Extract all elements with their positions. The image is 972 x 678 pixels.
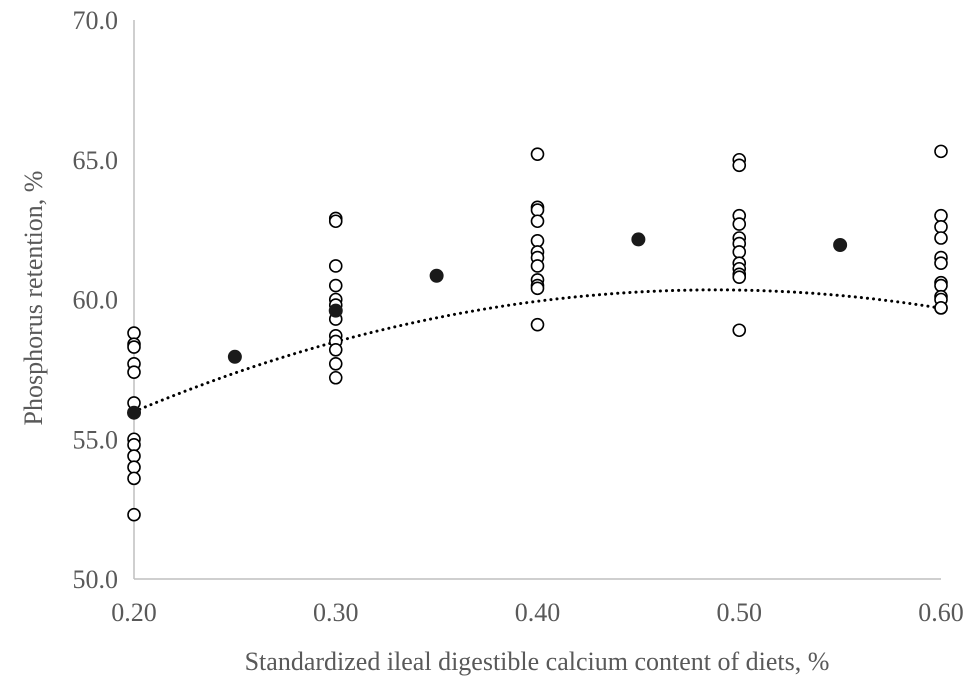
- observed-point: [530, 234, 545, 248]
- x-tick-label: 0.20: [111, 598, 157, 627]
- data-points-layer: [127, 144, 948, 522]
- predicted-point: [429, 268, 444, 283]
- y-tick-label: 65.0: [73, 146, 119, 175]
- observed-point: [127, 507, 141, 522]
- observed-point: [328, 343, 343, 357]
- y-tick-label: 50.0: [73, 565, 119, 594]
- x-axis-title: Standardized ileal digestible calcium co…: [245, 647, 830, 676]
- x-tick-label: 0.50: [717, 598, 763, 627]
- y-axis-title: Phosphorus retention, %: [19, 171, 48, 426]
- observed-point: [127, 340, 141, 354]
- observed-point: [732, 323, 747, 338]
- observed-point: [328, 214, 343, 229]
- observed-point: [127, 326, 141, 340]
- x-tick-label: 0.40: [515, 598, 561, 627]
- y-tick-label: 70.0: [73, 6, 119, 35]
- observed-point: [530, 203, 545, 217]
- observed-point: [530, 281, 545, 296]
- predicted-point: [127, 405, 141, 420]
- tick-labels: 0.20 0.30 0.40 0.50 0.60 50.0 55.0 60.0 65.0 70.0: [73, 6, 964, 627]
- observed-point: [934, 231, 948, 245]
- predicted-point: [227, 349, 242, 364]
- predicted-point: [833, 237, 848, 252]
- observed-point: [127, 438, 141, 452]
- observed-point: [328, 278, 343, 293]
- observed-point: [328, 259, 343, 273]
- observed-point: [732, 158, 747, 173]
- observed-point: [328, 356, 343, 371]
- observed-point: [732, 245, 747, 259]
- observed-point: [530, 317, 545, 332]
- fitted-curve-layer: [132, 288, 943, 414]
- observed-point: [934, 301, 948, 315]
- observed-point: [934, 220, 948, 234]
- fitted-curve: [132, 288, 943, 414]
- observed-point: [127, 460, 141, 475]
- observed-point: [934, 256, 948, 270]
- observed-point: [934, 208, 948, 223]
- observed-point: [127, 471, 141, 486]
- predicted-point: [631, 232, 646, 247]
- y-tick-label: 55.0: [73, 425, 119, 454]
- observed-point: [127, 449, 141, 463]
- observed-point: [127, 365, 141, 379]
- x-tick-label: 0.60: [918, 598, 964, 627]
- observed-point: [328, 370, 343, 385]
- axes: [133, 20, 941, 580]
- observed-point: [530, 259, 545, 273]
- y-tick-label: 60.0: [73, 286, 119, 315]
- observed-point: [732, 270, 747, 284]
- observed-point: [530, 214, 545, 229]
- predicted-point: [328, 303, 343, 318]
- observed-point: [530, 147, 545, 161]
- observed-point: [934, 144, 948, 159]
- x-tick-label: 0.30: [313, 598, 359, 627]
- observed-point: [732, 217, 747, 231]
- observed-point: [934, 278, 948, 293]
